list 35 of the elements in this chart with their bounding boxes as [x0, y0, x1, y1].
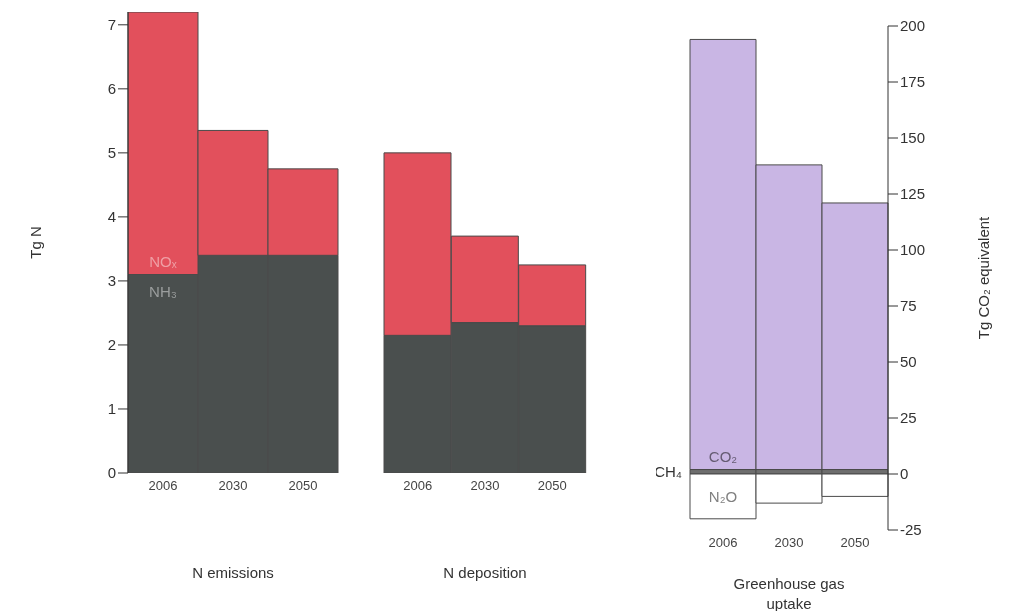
y-tick-label: 5 [107, 144, 116, 162]
y-tick-label: 2 [107, 336, 116, 354]
x-tick-label: 2030 [218, 478, 248, 494]
x-tick-label: 2030 [470, 478, 500, 494]
y2-tick-label: 0 [900, 465, 909, 483]
y2-axis-title: Tg CO₂ equivalent [975, 215, 993, 340]
x-axis-title: N deposition [442, 563, 528, 583]
y2-tick-label: 175 [900, 73, 926, 91]
y-tick-label: 4 [107, 208, 116, 226]
y2-tick-label: 200 [900, 17, 926, 35]
x-tick-label: 2006 [403, 478, 433, 494]
x-tick-label: 2006 [708, 535, 738, 551]
x-axis-title: N emissions [191, 563, 275, 583]
series-label: N₂O [708, 488, 738, 506]
y2-tick-label: -25 [900, 521, 922, 539]
y2-tick-label: 75 [900, 297, 917, 315]
x-tick-label: 2006 [148, 478, 178, 494]
y-axis-title: Tg N [27, 226, 45, 259]
y2-tick-label: 50 [900, 353, 917, 371]
y2-tick-label: 25 [900, 409, 917, 427]
series-label: NOₓ [149, 252, 177, 270]
y-tick-label: 0 [107, 464, 116, 482]
x-tick-label: 2050 [288, 478, 318, 494]
x-tick-label: 2030 [774, 535, 804, 551]
x-tick-label: 2050 [537, 478, 567, 494]
y2-tick-label: 100 [900, 241, 926, 259]
y-tick-label: 1 [107, 400, 116, 418]
x-tick-label: 2050 [840, 535, 870, 551]
y-tick-label: 3 [107, 272, 116, 290]
y-tick-label: 6 [107, 80, 116, 98]
series-label: CO₂ [708, 447, 738, 465]
y-tick-label: 7 [107, 16, 116, 34]
y2-tick-label: 125 [900, 185, 926, 203]
y2-tick-label: 150 [900, 129, 926, 147]
series-label: NH₃ [149, 282, 177, 300]
